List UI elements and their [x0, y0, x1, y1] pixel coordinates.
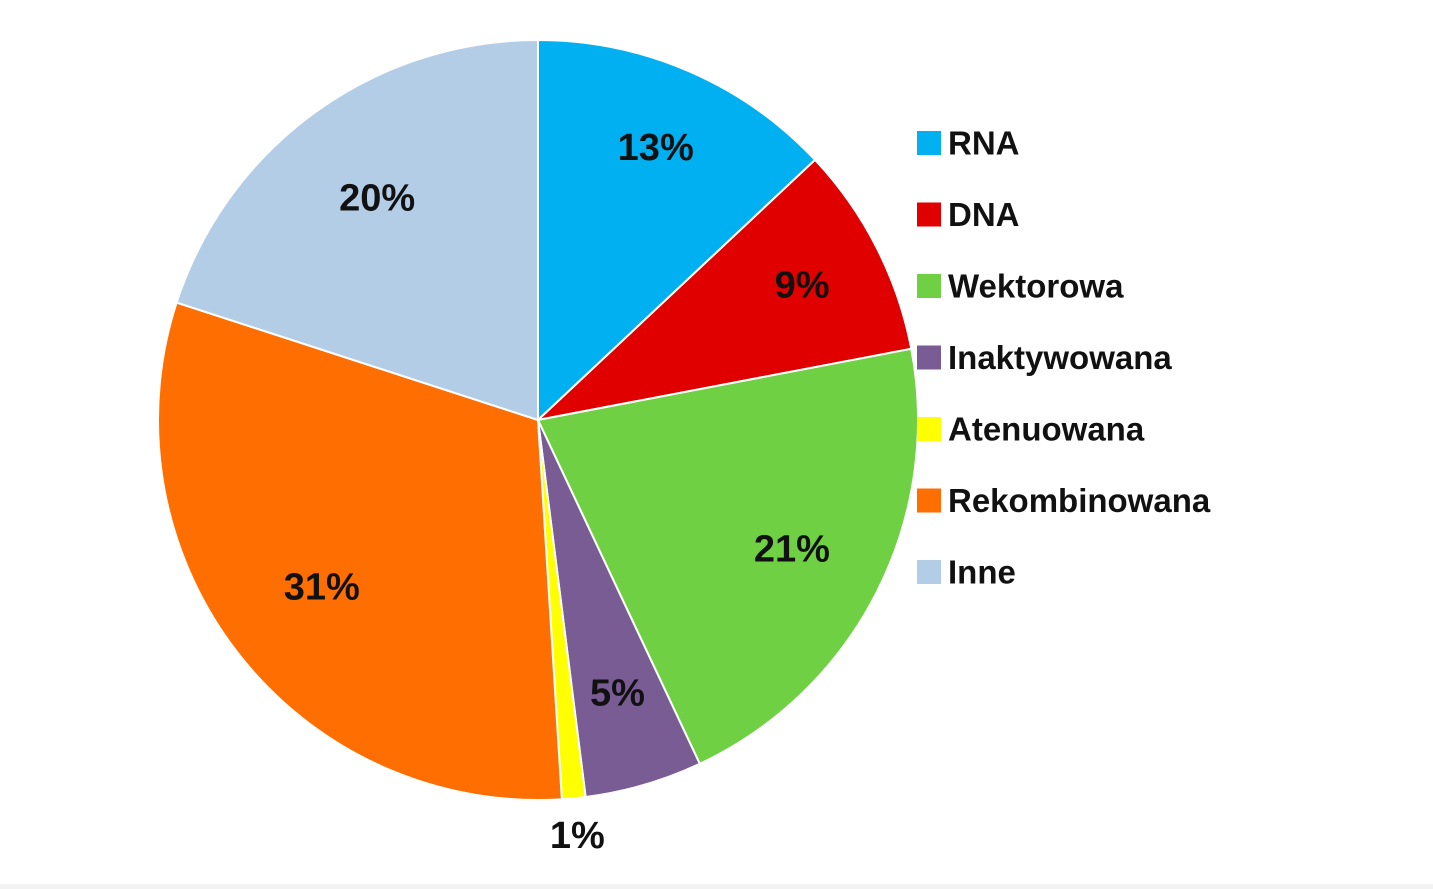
legend-label-inne: Inne	[948, 554, 1016, 591]
legend-swatch-rna	[917, 131, 941, 155]
legend-swatch-atenuowana	[917, 417, 941, 441]
legend-swatch-rekombinowana	[917, 488, 941, 513]
slice-labels: 13% 9% 21% 5% 1% 31% 20%	[284, 127, 830, 857]
legend-swatch-dna	[917, 202, 941, 227]
slice-label-rna: 13%	[618, 127, 694, 169]
pie-slice-inne	[175, 38, 539, 422]
slice-label-wektorowa: 21%	[754, 528, 830, 570]
pie-slice-rna	[537, 38, 817, 423]
pie-slice-wektorowa	[536, 347, 919, 766]
slice-label-atenuowana: 1%	[550, 815, 605, 857]
legend: RNA DNA Wektorowa Inaktywowana Atenuowana Rek…	[917, 125, 1211, 591]
legend-swatch-inaktywowana	[917, 345, 941, 370]
legend-label-rekombinowana: Rekombinowana	[948, 482, 1211, 519]
legend-swatch-inne	[917, 560, 941, 584]
slice-label-inaktywowana: 5%	[590, 673, 645, 715]
slice-label-inne: 20%	[339, 178, 415, 220]
legend-label-wektorowa: Wektorowa	[948, 268, 1124, 305]
legend-label-inaktywowana: Inaktywowana	[948, 339, 1172, 376]
pie-slice-dna	[534, 158, 913, 422]
pie-slice-rekombinowana	[157, 301, 563, 801]
bottom-divider	[0, 884, 1433, 889]
legend-label-dna: DNA	[948, 196, 1020, 233]
pie-slices	[157, 38, 919, 801]
legend-label-atenuowana: Atenuowana	[948, 411, 1145, 448]
legend-swatch-wektorowa	[917, 274, 941, 298]
slice-label-rekombinowana: 31%	[284, 567, 360, 609]
legend-label-rna: RNA	[948, 125, 1020, 162]
slice-label-dna: 9%	[775, 264, 830, 306]
